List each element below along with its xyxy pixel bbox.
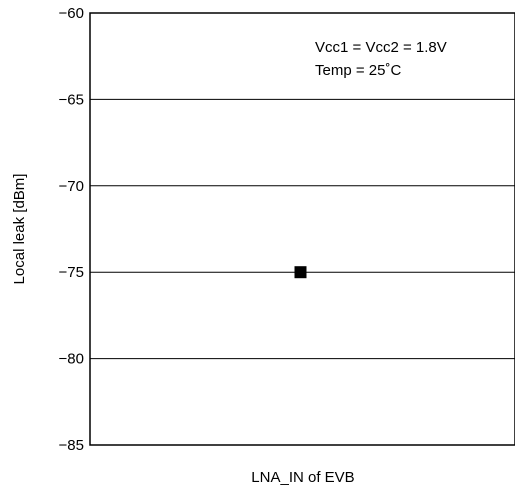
y-tick-label: −75 [59,264,84,281]
y-tick-label: −70 [59,178,84,195]
data-points [294,266,307,279]
y-tick-label: −85 [59,437,84,454]
y-tick-label: −65 [59,91,84,108]
gridlines [90,98,515,360]
y-tick-label: −60 [59,5,84,22]
plot-frame [89,12,515,446]
y-axis: −60 −65 −70 −75 −80 −85 [59,5,84,454]
data-point [294,266,307,279]
y-axis-title: Local leak [dBm] [11,174,28,285]
annotation-temp: Temp = 25˚C [315,62,401,79]
x-axis-title: LNA_IN of EVB [251,469,354,486]
y-tick-label: −80 [59,351,84,368]
annotation-vcc: Vcc1 = Vcc2 = 1.8V [315,39,447,56]
